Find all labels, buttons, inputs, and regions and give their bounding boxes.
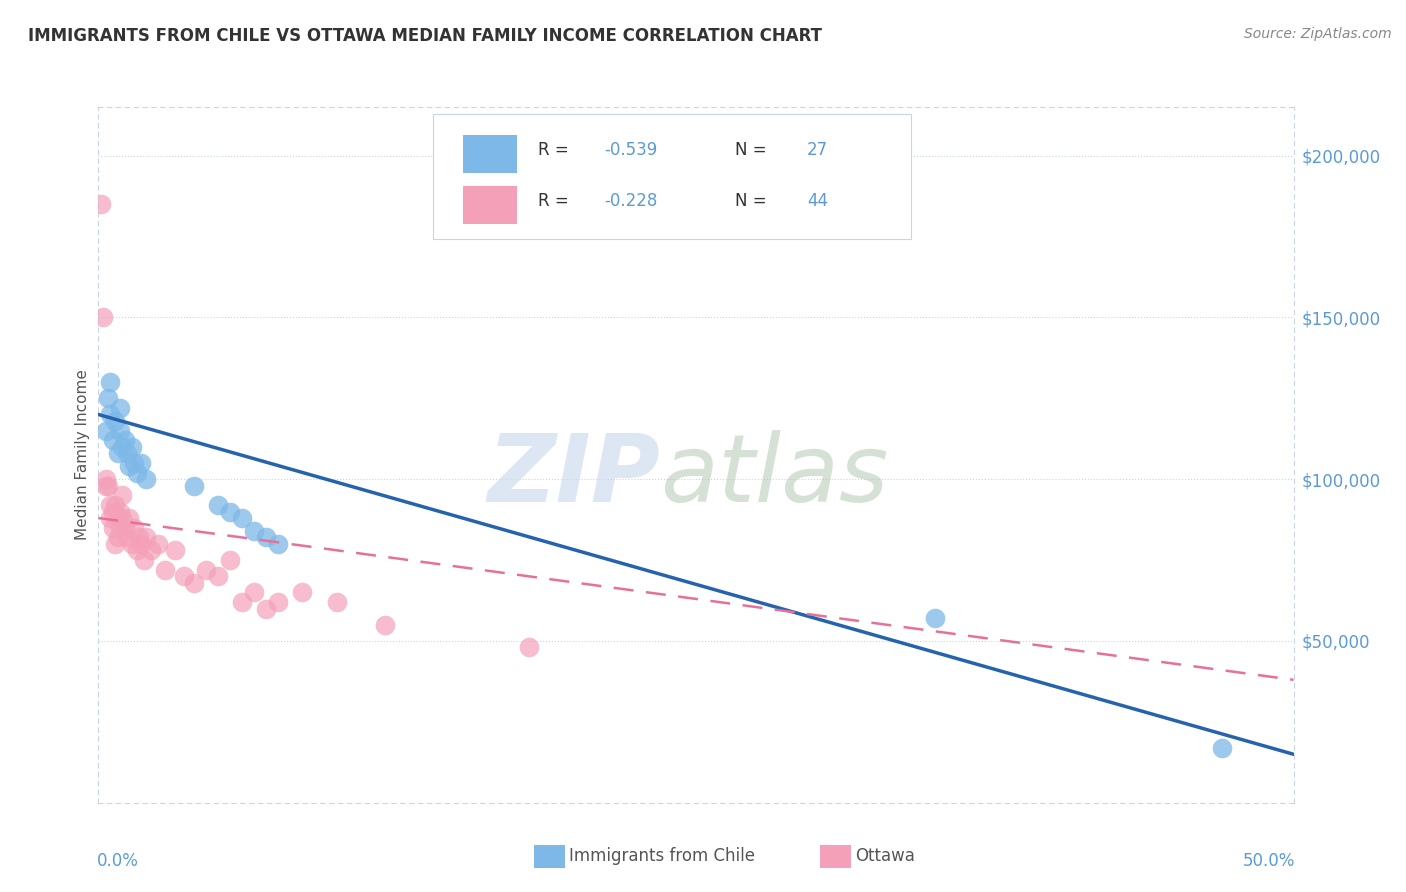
Text: 27: 27	[807, 141, 828, 159]
Point	[139, 543, 162, 558]
Point	[207, 569, 229, 583]
Point	[104, 498, 127, 512]
Point	[128, 531, 150, 545]
Point	[107, 446, 129, 460]
Point	[90, 197, 112, 211]
Text: 0.0%: 0.0%	[97, 852, 139, 870]
Point	[97, 392, 120, 406]
Point	[108, 401, 131, 415]
Point	[924, 611, 946, 625]
Point	[131, 537, 153, 551]
Point	[254, 531, 277, 545]
Point	[91, 310, 114, 325]
Point	[108, 521, 131, 535]
Point	[231, 511, 253, 525]
Point	[94, 472, 117, 486]
Point	[111, 488, 134, 502]
Point	[517, 640, 540, 655]
Point	[107, 531, 129, 545]
Text: R =: R =	[538, 141, 574, 159]
Point	[374, 617, 396, 632]
Point	[98, 375, 122, 389]
Point	[118, 459, 141, 474]
Text: -0.539: -0.539	[605, 141, 657, 159]
Point	[98, 498, 122, 512]
Point	[121, 537, 143, 551]
Y-axis label: Median Family Income: Median Family Income	[75, 369, 90, 541]
Point	[97, 478, 120, 492]
Point	[121, 440, 143, 454]
Text: N =: N =	[735, 192, 772, 210]
Point	[101, 521, 124, 535]
FancyBboxPatch shape	[433, 114, 911, 239]
Point	[107, 511, 129, 525]
Point	[104, 414, 127, 428]
Point	[163, 543, 186, 558]
Point	[1211, 740, 1233, 755]
Point	[219, 504, 242, 518]
Point	[98, 511, 122, 525]
Point	[254, 601, 277, 615]
Point	[111, 440, 134, 454]
Point	[115, 531, 138, 545]
Point	[267, 537, 290, 551]
Point	[148, 537, 170, 551]
Point	[194, 563, 218, 577]
Point	[131, 456, 153, 470]
Point	[291, 585, 314, 599]
Point	[101, 434, 124, 448]
Point	[243, 585, 266, 599]
Point	[135, 531, 157, 545]
Point	[118, 511, 141, 525]
Point	[115, 446, 138, 460]
Point	[183, 575, 205, 590]
Text: 50.0%: 50.0%	[1243, 852, 1295, 870]
Point	[326, 595, 349, 609]
Point	[114, 521, 136, 535]
Point	[108, 424, 131, 438]
Text: -0.228: -0.228	[605, 192, 658, 210]
Text: R =: R =	[538, 192, 574, 210]
Point	[98, 408, 122, 422]
Point	[173, 569, 195, 583]
Point	[219, 553, 242, 567]
Point	[124, 456, 146, 470]
Point	[132, 553, 155, 567]
Point	[94, 424, 117, 438]
Point	[207, 498, 229, 512]
Text: ZIP: ZIP	[488, 430, 661, 522]
Point	[114, 434, 136, 448]
Point	[135, 472, 157, 486]
Text: N =: N =	[735, 141, 772, 159]
Text: Source: ZipAtlas.com: Source: ZipAtlas.com	[1244, 27, 1392, 41]
Text: IMMIGRANTS FROM CHILE VS OTTAWA MEDIAN FAMILY INCOME CORRELATION CHART: IMMIGRANTS FROM CHILE VS OTTAWA MEDIAN F…	[28, 27, 823, 45]
Text: 44: 44	[807, 192, 828, 210]
FancyBboxPatch shape	[463, 186, 517, 224]
Point	[101, 504, 124, 518]
Point	[267, 595, 290, 609]
Point	[125, 466, 148, 480]
Point	[108, 504, 131, 518]
Point	[124, 521, 146, 535]
Text: Immigrants from Chile: Immigrants from Chile	[569, 847, 755, 865]
Point	[183, 478, 205, 492]
Point	[243, 524, 266, 538]
Point	[94, 478, 117, 492]
Point	[125, 543, 148, 558]
Point	[231, 595, 253, 609]
FancyBboxPatch shape	[463, 135, 517, 173]
Point	[155, 563, 177, 577]
Point	[111, 511, 134, 525]
Text: atlas: atlas	[661, 430, 889, 521]
Text: Ottawa: Ottawa	[855, 847, 915, 865]
Point	[104, 537, 127, 551]
